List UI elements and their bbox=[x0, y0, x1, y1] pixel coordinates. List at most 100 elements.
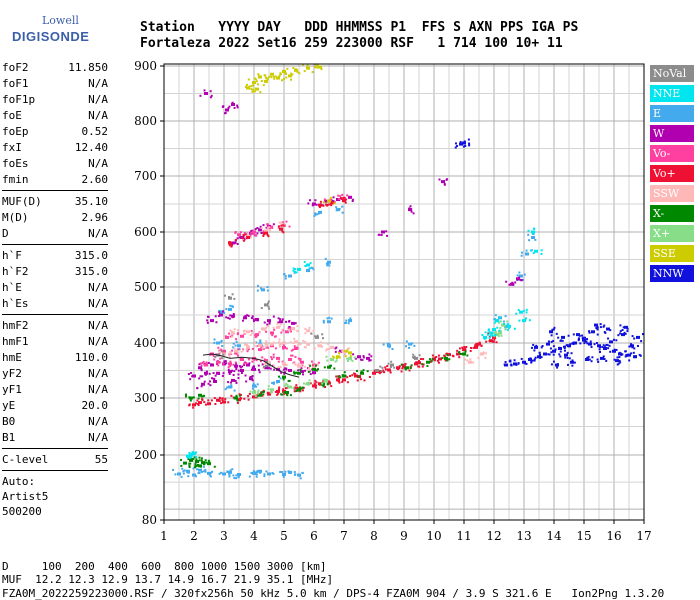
echo-point bbox=[312, 367, 316, 371]
echo-point bbox=[237, 377, 240, 380]
echo-point bbox=[299, 368, 302, 371]
echo-point bbox=[257, 392, 260, 395]
echo-point bbox=[196, 387, 199, 390]
echo-point bbox=[422, 363, 425, 366]
echo-point bbox=[287, 380, 290, 383]
echo-point bbox=[291, 326, 295, 330]
echo-point bbox=[454, 146, 457, 149]
echo-point bbox=[267, 472, 271, 476]
echo-point bbox=[228, 475, 231, 478]
echo-point bbox=[328, 203, 331, 206]
echo-point bbox=[487, 333, 490, 336]
echo-point bbox=[256, 471, 259, 474]
echo-point bbox=[201, 398, 204, 401]
y-tick-label: 500 bbox=[134, 280, 157, 294]
echo-point bbox=[269, 229, 272, 232]
echo-point bbox=[260, 80, 263, 83]
echo-point bbox=[623, 331, 626, 334]
echo-point bbox=[266, 360, 269, 363]
echo-point bbox=[255, 344, 258, 347]
echo-point bbox=[493, 318, 496, 321]
echo-point bbox=[264, 343, 267, 346]
echo-point bbox=[235, 340, 238, 343]
echo-point bbox=[252, 89, 255, 92]
echo-point bbox=[296, 71, 299, 74]
echo-point bbox=[201, 382, 205, 386]
echo-point bbox=[297, 362, 300, 365]
echo-point bbox=[272, 472, 275, 475]
echo-point bbox=[308, 369, 311, 372]
echo-point bbox=[346, 357, 349, 360]
echo-point bbox=[180, 464, 183, 467]
echo-point bbox=[232, 313, 235, 316]
echo-point bbox=[525, 311, 528, 314]
echo-point bbox=[312, 329, 315, 332]
param-row: M(D) 2.96 bbox=[2, 210, 108, 226]
echo-point bbox=[533, 228, 536, 231]
echo-point bbox=[456, 349, 459, 352]
echo-point bbox=[272, 341, 275, 344]
echo-point bbox=[222, 372, 225, 375]
y-tick-label: 200 bbox=[134, 448, 157, 462]
echo-point bbox=[184, 393, 187, 396]
echo-point bbox=[421, 365, 424, 368]
echo-point bbox=[277, 75, 280, 78]
echo-point bbox=[431, 358, 434, 361]
echo-point bbox=[239, 231, 242, 234]
divider bbox=[2, 448, 108, 449]
echo-point bbox=[612, 338, 615, 341]
param-name: foE bbox=[2, 109, 22, 122]
echo-point bbox=[538, 351, 541, 354]
echo-point bbox=[321, 337, 324, 340]
echo-point bbox=[249, 390, 252, 393]
echo-point bbox=[294, 340, 298, 344]
echo-point bbox=[294, 68, 298, 72]
echo-point bbox=[231, 335, 234, 338]
echo-point bbox=[234, 364, 237, 367]
echo-point bbox=[446, 357, 449, 360]
echo-point bbox=[508, 283, 511, 286]
echo-point bbox=[541, 345, 544, 348]
echo-point bbox=[186, 471, 189, 474]
echo-point bbox=[271, 381, 274, 384]
echo-point bbox=[256, 319, 259, 322]
echo-point bbox=[278, 345, 281, 348]
echo-point bbox=[277, 360, 280, 363]
echo-point bbox=[242, 319, 245, 322]
echo-point bbox=[284, 387, 287, 390]
echo-point bbox=[227, 316, 230, 319]
param-row: yE 20.0 bbox=[2, 398, 108, 414]
echo-point bbox=[251, 387, 254, 390]
echo-point bbox=[296, 330, 299, 333]
echo-point bbox=[285, 220, 288, 223]
echo-point bbox=[374, 371, 377, 374]
echo-point bbox=[208, 372, 211, 375]
param-name: foEs bbox=[2, 157, 29, 170]
echo-point bbox=[253, 90, 256, 93]
echo-point bbox=[338, 207, 341, 210]
echo-point bbox=[540, 249, 543, 252]
echo-point bbox=[319, 203, 322, 206]
echo-point bbox=[302, 339, 305, 342]
echo-point bbox=[324, 257, 327, 260]
echo-point bbox=[190, 456, 193, 459]
echo-point bbox=[230, 385, 233, 388]
echo-point bbox=[596, 333, 599, 336]
echo-point bbox=[283, 372, 286, 375]
echo-point bbox=[552, 360, 555, 363]
echo-point bbox=[249, 377, 253, 381]
echo-point bbox=[227, 381, 230, 384]
echo-point bbox=[248, 362, 251, 365]
echo-point bbox=[224, 398, 227, 401]
echo-point bbox=[474, 344, 477, 347]
echo-point bbox=[255, 341, 258, 344]
legend-entry: SSW bbox=[650, 185, 694, 202]
echo-point bbox=[188, 454, 191, 457]
echo-point bbox=[302, 373, 305, 376]
echo-point bbox=[270, 72, 274, 76]
param-name: B1 bbox=[2, 431, 16, 444]
echo-point bbox=[266, 343, 269, 346]
echo-point bbox=[260, 391, 263, 394]
echo-point bbox=[195, 451, 198, 454]
echo-point bbox=[283, 473, 286, 476]
